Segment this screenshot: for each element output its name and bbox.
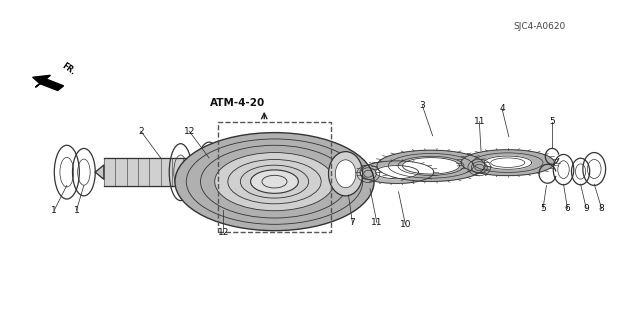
Text: 6: 6 [564,204,570,213]
Text: 4: 4 [499,104,505,113]
Text: 3: 3 [420,101,426,110]
Text: 12: 12 [184,127,195,136]
Text: 7: 7 [349,218,355,227]
Ellipse shape [251,170,298,193]
Polygon shape [484,156,532,169]
Polygon shape [461,150,554,176]
Polygon shape [403,158,460,174]
Text: 1: 1 [74,206,79,215]
Text: 2: 2 [138,127,143,136]
Text: 8: 8 [599,204,605,213]
Text: 5: 5 [549,117,555,126]
Text: 11: 11 [474,117,485,126]
Polygon shape [375,166,419,179]
Text: 9: 9 [584,204,589,213]
Polygon shape [360,161,434,183]
Polygon shape [377,150,485,182]
Text: ATM-4-20: ATM-4-20 [210,98,265,108]
Text: 10: 10 [399,220,411,229]
Ellipse shape [215,152,334,211]
Text: 12: 12 [218,228,229,237]
Ellipse shape [328,152,363,196]
Polygon shape [104,158,241,186]
Text: 1: 1 [51,206,57,215]
Text: SJC4-A0620: SJC4-A0620 [513,22,565,31]
Text: 11: 11 [371,218,383,227]
Ellipse shape [175,133,374,231]
Text: 5: 5 [540,204,546,213]
Text: FR.: FR. [60,62,77,77]
Polygon shape [33,75,63,91]
Ellipse shape [335,160,356,188]
Polygon shape [95,165,104,179]
